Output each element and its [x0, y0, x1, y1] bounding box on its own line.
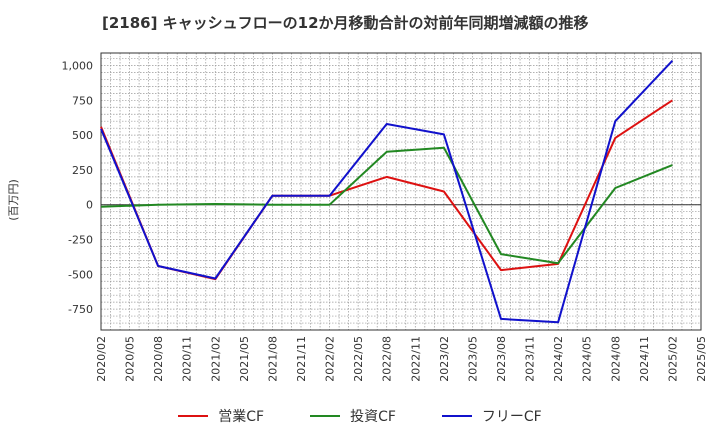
x-tick-label: 2020/05	[124, 336, 137, 382]
x-tick-label: 2024/08	[609, 336, 622, 382]
x-tick-label: 2024/02	[552, 336, 565, 382]
y-tick-label: -500	[68, 268, 93, 281]
y-tick-label: 500	[72, 129, 93, 142]
x-tick-label: 2021/05	[238, 336, 251, 382]
x-tick-label: 2022/02	[324, 336, 337, 382]
x-tick-label: 2020/11	[181, 336, 194, 382]
x-tick-label: 2025/05	[695, 336, 708, 382]
x-tick-label: 2020/02	[95, 336, 108, 382]
legend-item: 営業CF	[178, 406, 264, 426]
x-tick-label: 2023/02	[438, 336, 451, 382]
legend-item: 投資CF	[310, 406, 396, 426]
legend-label: 投資CF	[350, 409, 396, 425]
x-tick-label: 2020/08	[152, 336, 165, 382]
y-tick-label: 1,000	[62, 60, 94, 73]
x-tick-label: 2022/05	[352, 336, 365, 382]
legend: 営業CF 投資CF フリーCF	[0, 404, 720, 428]
x-tick-label: 2023/11	[524, 336, 537, 382]
legend-swatch	[441, 415, 472, 417]
series-lines	[100, 60, 674, 324]
x-tick-label: 2023/05	[466, 336, 479, 382]
axes: -750 -500 -250 0 250 500 750 1,000 2020/02 2020/0…	[62, 52, 708, 382]
x-tick-label: 2021/11	[295, 336, 308, 382]
y-tick-label: 750	[72, 94, 93, 107]
y-tick-label: 250	[72, 164, 93, 177]
x-tick-label: 2021/02	[209, 336, 222, 382]
grid	[101, 53, 701, 330]
series-line-フリーCF	[100, 60, 674, 324]
x-tick-label: 2022/08	[381, 336, 394, 382]
x-tick-label: 2022/11	[409, 336, 422, 382]
y-tick-label: -750	[68, 303, 93, 316]
x-tick-label: 2024/05	[581, 336, 594, 382]
series-line-投資CF	[100, 146, 673, 265]
legend-swatch	[310, 415, 341, 417]
x-tick-label: 2025/02	[666, 336, 679, 382]
y-axis-label: (百万円)	[7, 179, 20, 221]
legend-item: フリーCF	[441, 406, 542, 426]
x-tick-label: 2024/11	[638, 336, 651, 382]
y-tick-label: 0	[86, 199, 93, 212]
y-tick-label: -250	[68, 234, 93, 247]
x-tick-label: 2021/08	[266, 336, 279, 382]
legend-swatch	[178, 415, 209, 417]
plot-frame	[100, 52, 702, 331]
chart-title: [2186] キャッシュフローの12か月移動合計の対前年同期増減額の推移	[102, 14, 589, 32]
legend-label: フリーCF	[481, 409, 542, 425]
x-tick-label: 2023/08	[495, 336, 508, 382]
legend-label: 営業CF	[218, 409, 265, 425]
plot-area	[101, 53, 701, 330]
